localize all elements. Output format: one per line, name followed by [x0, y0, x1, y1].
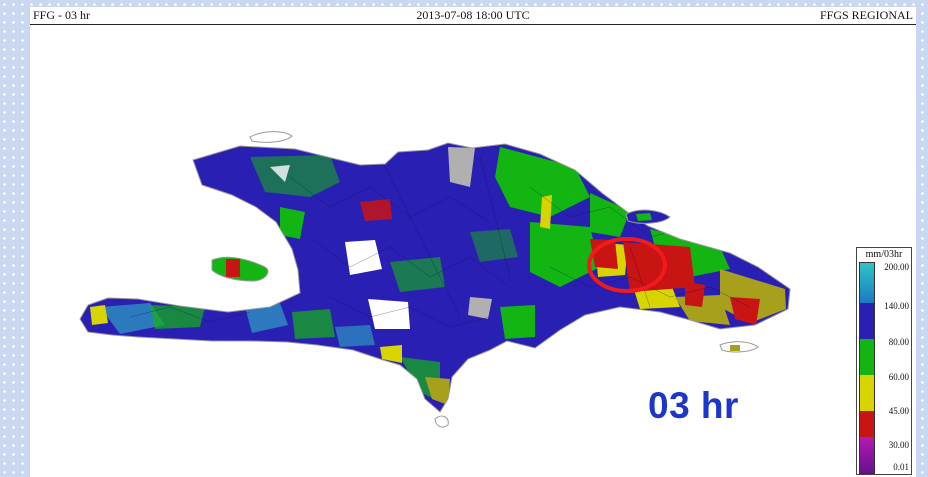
legend-tick-140: 140.00: [884, 301, 909, 311]
legend-title: mm/03hr: [865, 249, 903, 260]
header-divider: [30, 24, 916, 25]
green-region: [250, 155, 340, 197]
saona-outline: [719, 341, 759, 353]
legend-colorbar: [859, 262, 875, 474]
highlight-circle: [587, 237, 667, 293]
legend-swatch-yellow: [860, 375, 874, 411]
legend: mm/03hr 200.00 140.00 80.00 60.00 45.00 …: [856, 247, 912, 475]
grey-patch: [468, 297, 492, 319]
coastline: [79, 142, 791, 413]
gonave-island: [212, 257, 268, 281]
map-panel: FFG - 03 hr 2013-07-08 18:00 UTC FFGS RE…: [30, 7, 916, 477]
tortuga-outline: [249, 131, 293, 143]
interior-gap: [368, 299, 410, 329]
legend-tick-60: 60.00: [888, 372, 909, 382]
legend-tick-45: 45.00: [888, 406, 909, 416]
grey-patch: [448, 147, 475, 187]
valid-time-label: 2013-07-08 18:00 UTC: [416, 8, 530, 22]
beata-outline: [434, 415, 449, 428]
basin-boundaries: [129, 156, 751, 328]
red-region: [360, 199, 392, 221]
system-label: FFGS REGIONAL: [819, 8, 913, 22]
samana-green: [636, 213, 652, 221]
legend-swatch-cyan: [860, 263, 874, 303]
green-region: [150, 305, 205, 329]
yellow-region: [90, 305, 108, 325]
green-region: [280, 207, 305, 239]
interior-gap: [345, 240, 382, 275]
green-region: [470, 229, 518, 262]
green-region: [390, 257, 445, 292]
product-label: FFG - 03 hr: [33, 8, 91, 22]
saona-fill: [730, 345, 740, 351]
gonave-outline: [211, 256, 269, 282]
legend-swatch-red: [860, 411, 874, 437]
green-region: [530, 222, 600, 287]
legend-swatch-magenta: [860, 437, 874, 473]
duration-label: 03 hr: [648, 385, 739, 426]
legend-tick-80: 80.00: [888, 337, 909, 347]
cyan-patch: [100, 303, 165, 334]
green-region: [292, 309, 335, 339]
red-region: [730, 297, 760, 325]
yellow-region: [540, 195, 552, 229]
interior-gap: [270, 165, 290, 182]
legend-tick-001: 0.01: [893, 462, 909, 472]
legend-tick-30: 30.00: [888, 440, 909, 450]
cyan-patch: [335, 325, 375, 347]
green-region: [495, 147, 590, 217]
olive-region: [425, 377, 450, 405]
hispaniola-map: [79, 131, 791, 428]
legend-swatch-green: [860, 339, 874, 375]
legend-tick-200: 200.00: [884, 262, 909, 272]
yellow-region: [380, 345, 402, 363]
red-region: [685, 282, 705, 307]
legend-swatch-blue: [860, 303, 874, 339]
green-region: [500, 305, 535, 339]
cyan-patch: [245, 303, 288, 333]
green-region: [590, 193, 630, 237]
